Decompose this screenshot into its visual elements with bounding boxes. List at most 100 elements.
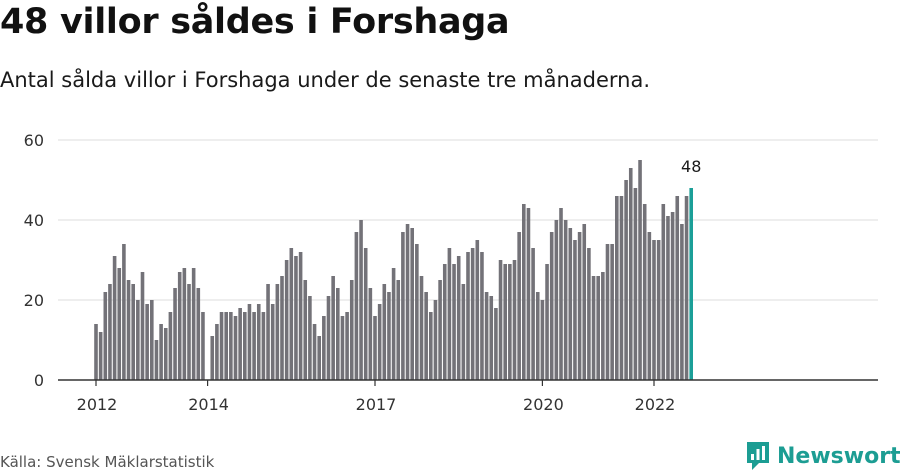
bar — [401, 232, 405, 380]
bar — [563, 220, 568, 380]
bar — [373, 316, 377, 380]
bar — [345, 312, 349, 380]
bar — [531, 248, 535, 380]
bar — [503, 264, 507, 380]
bar — [210, 336, 215, 380]
bar — [489, 296, 494, 380]
bar — [601, 272, 605, 380]
bar — [452, 264, 456, 380]
page-title: 48 villor såldes i Forshaga — [0, 2, 510, 42]
bar — [122, 244, 126, 380]
y-tick-label: 60 — [24, 131, 44, 150]
source-note: Källa: Svensk Mäklarstatistik — [0, 453, 215, 471]
bar — [98, 332, 103, 380]
bar — [498, 260, 503, 380]
bar — [187, 284, 191, 380]
bar — [675, 196, 680, 380]
bar — [252, 312, 256, 380]
bar — [391, 268, 396, 380]
bar — [628, 168, 633, 380]
y-tick-label: 0 — [34, 371, 44, 390]
bar — [433, 300, 438, 380]
bar — [535, 292, 540, 380]
bar — [270, 304, 275, 380]
bar — [159, 324, 163, 380]
bar — [154, 340, 159, 380]
bar — [549, 232, 554, 380]
bar — [438, 280, 442, 380]
bar — [382, 284, 387, 380]
bar — [475, 240, 480, 380]
bar — [182, 268, 187, 380]
bar-chart: 0 20 40 60 2012 2014 2017 2020 2022 48 — [24, 131, 878, 414]
bar — [559, 208, 563, 380]
bar — [289, 248, 294, 380]
bar — [354, 232, 359, 380]
bar — [177, 272, 182, 380]
bar — [670, 212, 675, 380]
bar — [363, 248, 368, 380]
bar — [201, 312, 205, 380]
x-tick-label: 2020 — [523, 395, 564, 414]
bar — [419, 276, 424, 380]
bar — [94, 324, 98, 380]
bar — [410, 228, 414, 380]
bar — [229, 312, 233, 380]
bar — [331, 276, 335, 380]
page-subtitle: Antal sålda villor i Forshaga under de s… — [0, 68, 650, 92]
bar — [470, 248, 475, 380]
x-tick-label: 2012 — [77, 395, 118, 414]
bar — [349, 280, 354, 380]
bar — [526, 208, 531, 380]
bar — [243, 312, 247, 380]
bar — [108, 284, 112, 380]
bar — [642, 204, 647, 380]
bar — [336, 288, 340, 380]
bar — [224, 312, 228, 380]
bar — [359, 220, 363, 380]
bar — [126, 280, 131, 380]
bar — [368, 288, 373, 380]
bar — [275, 284, 280, 380]
bar — [317, 336, 321, 380]
bar — [442, 264, 447, 380]
bar — [238, 308, 242, 380]
bar — [312, 324, 317, 380]
y-tick-label: 40 — [24, 211, 44, 230]
bar — [661, 204, 666, 380]
bar — [540, 300, 545, 380]
bar — [680, 224, 684, 380]
bar — [582, 224, 587, 380]
bar — [596, 276, 600, 380]
bar — [624, 180, 628, 380]
bar — [429, 312, 433, 380]
bar — [145, 304, 149, 380]
bar — [266, 284, 270, 380]
bar — [298, 252, 303, 380]
bar — [233, 316, 238, 380]
bar — [215, 324, 219, 380]
bar — [638, 160, 642, 380]
bar — [652, 240, 656, 380]
bar — [340, 316, 345, 380]
highlight-bar — [689, 188, 693, 380]
bar — [605, 244, 610, 380]
bar — [261, 312, 266, 380]
bar — [131, 284, 135, 380]
bar — [545, 264, 549, 380]
bar — [117, 268, 122, 380]
bar — [280, 276, 284, 380]
bar — [191, 268, 196, 380]
bar — [461, 284, 466, 380]
bar — [136, 300, 140, 380]
bar — [656, 240, 661, 380]
bar — [522, 204, 526, 380]
bar — [256, 304, 261, 380]
bar — [619, 196, 624, 380]
bar — [405, 224, 410, 380]
bar — [610, 244, 614, 380]
bar — [303, 280, 308, 380]
bar — [615, 196, 619, 380]
bar — [396, 280, 401, 380]
bar — [633, 188, 638, 380]
